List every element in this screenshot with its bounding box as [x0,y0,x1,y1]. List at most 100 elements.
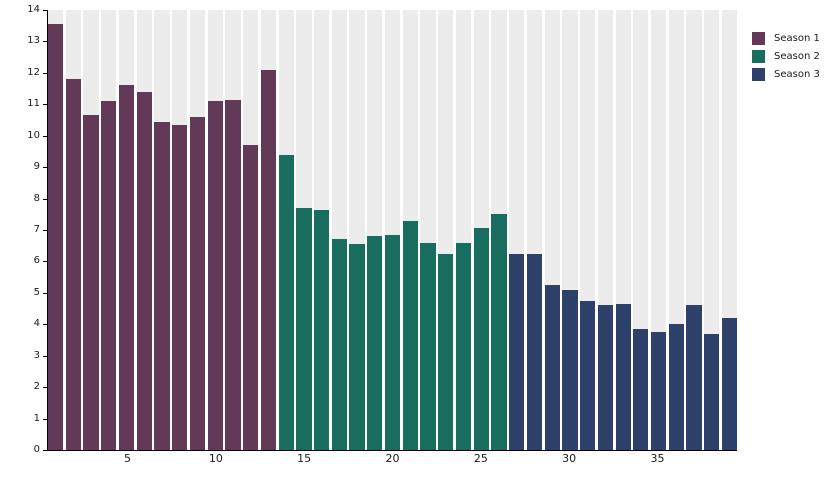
bar-season-3-6 [597,305,613,450]
bar-slot [189,10,206,450]
bar-slot [438,10,454,450]
bar-slot [473,10,489,450]
y-tick-label: 10 [27,129,40,141]
x-axis-line [47,450,737,451]
bar-season-3-5 [580,300,596,450]
x-axis-labels: 5 10 15 20 25 30 35 [48,450,737,470]
bar-slot [420,10,436,450]
bar-season-3-10 [668,324,684,450]
bar-slot [633,10,649,450]
y-tick-label: 3 [33,349,40,361]
bar-season-1-11 [225,99,241,450]
bar-season-1-10 [207,101,223,450]
bar-season-3-7 [615,303,631,450]
legend: Season 1 Season 2 Season 3 [752,32,820,86]
bar-season-2-10 [438,253,454,450]
bar-season-2-8 [402,220,418,450]
bar-slot [402,10,418,450]
bar-season-1-6 [136,91,152,450]
bar-slot [101,10,117,450]
x-tick-label: 20 [385,452,400,465]
bar-slot [544,10,560,450]
bar-season-1-2 [65,79,81,450]
bar-slot [314,10,330,450]
bar-slot [668,10,684,450]
bar-slot [118,10,135,450]
bar-season-3-11 [686,305,702,450]
bar-slot [615,10,631,450]
bar-slot [562,10,578,450]
bar-season-2-9 [420,242,436,450]
legend-label: Season 3 [774,69,820,80]
bar-slot [704,10,720,450]
bar-slot [207,10,223,450]
bar-season-3-9 [650,332,667,450]
y-tick-label: 7 [33,224,40,235]
bar-slot [278,10,294,450]
x-tick-label: 5 [123,452,131,465]
bar-season-2-6 [367,236,383,450]
legend-label: Season 1 [774,33,820,44]
bar-season-1-3 [83,115,99,450]
bar-season-1-13 [260,69,277,450]
bar-slot [721,10,738,450]
bar-season-1-4 [101,101,117,450]
bar-slot [349,10,365,450]
bar-slot [597,10,613,450]
x-tick-label: 35 [650,452,665,465]
y-tick-label: 9 [33,161,40,173]
bar-slot [650,10,667,450]
bars-container [48,10,738,450]
bar-slot [296,10,312,450]
y-tick-label: 6 [33,255,40,267]
bar-slot [136,10,152,450]
legend-swatch [752,32,765,45]
y-tick-label: 2 [33,381,40,393]
bar-slot [509,10,525,450]
bar-slot [455,10,472,450]
bar-season-2-13 [491,214,507,450]
x-tick-label: 30 [562,452,577,465]
bar-season-3-3 [544,285,560,450]
y-tick-label: 4 [33,318,40,330]
x-tick-label: 25 [473,452,488,465]
bar-season-1-8 [172,124,188,450]
bar-slot [367,10,383,450]
bar-slot [384,10,401,450]
bar-season-2-3 [314,209,330,450]
bar-slot [225,10,241,450]
bar-slot [65,10,81,450]
bar-season-3-12 [704,333,720,450]
bar-slot [83,10,99,450]
bar-slot [331,10,347,450]
bar-season-3-2 [526,253,543,450]
y-tick-label: 13 [27,35,40,47]
bar-season-1-7 [154,121,170,450]
bar-season-3-13 [721,318,738,450]
legend-swatch [752,50,765,63]
bar-season-2-12 [473,228,489,450]
plot-area: 0 1 2 3 4 5 6 7 8 9 10 11 12 13 14 5 10 15 20 25 30 35 [27,4,738,465]
legend-item: Season 3 [752,68,820,81]
bar-slot [580,10,596,450]
bar-season-1-12 [243,145,259,450]
x-tick-label: 15 [297,452,312,465]
bar-season-2-2 [296,208,312,450]
bar-season-1-9 [189,116,206,450]
bar-slot [154,10,170,450]
bar-season-3-1 [509,253,525,450]
legend-item: Season 2 [752,50,820,63]
y-tick-label: 1 [33,412,40,424]
bar-slot [526,10,543,450]
bar-season-1-5 [118,85,135,450]
bar-season-2-5 [349,244,365,450]
bar-season-1-1 [48,24,64,450]
y-tick-label: 11 [27,98,40,110]
bar-season-3-4 [562,289,578,450]
legend-swatch [752,68,765,81]
y-tick-label: 14 [27,4,40,15]
y-tick-label: 8 [33,192,40,204]
bar-slot [491,10,507,450]
bar-season-3-8 [633,329,649,450]
